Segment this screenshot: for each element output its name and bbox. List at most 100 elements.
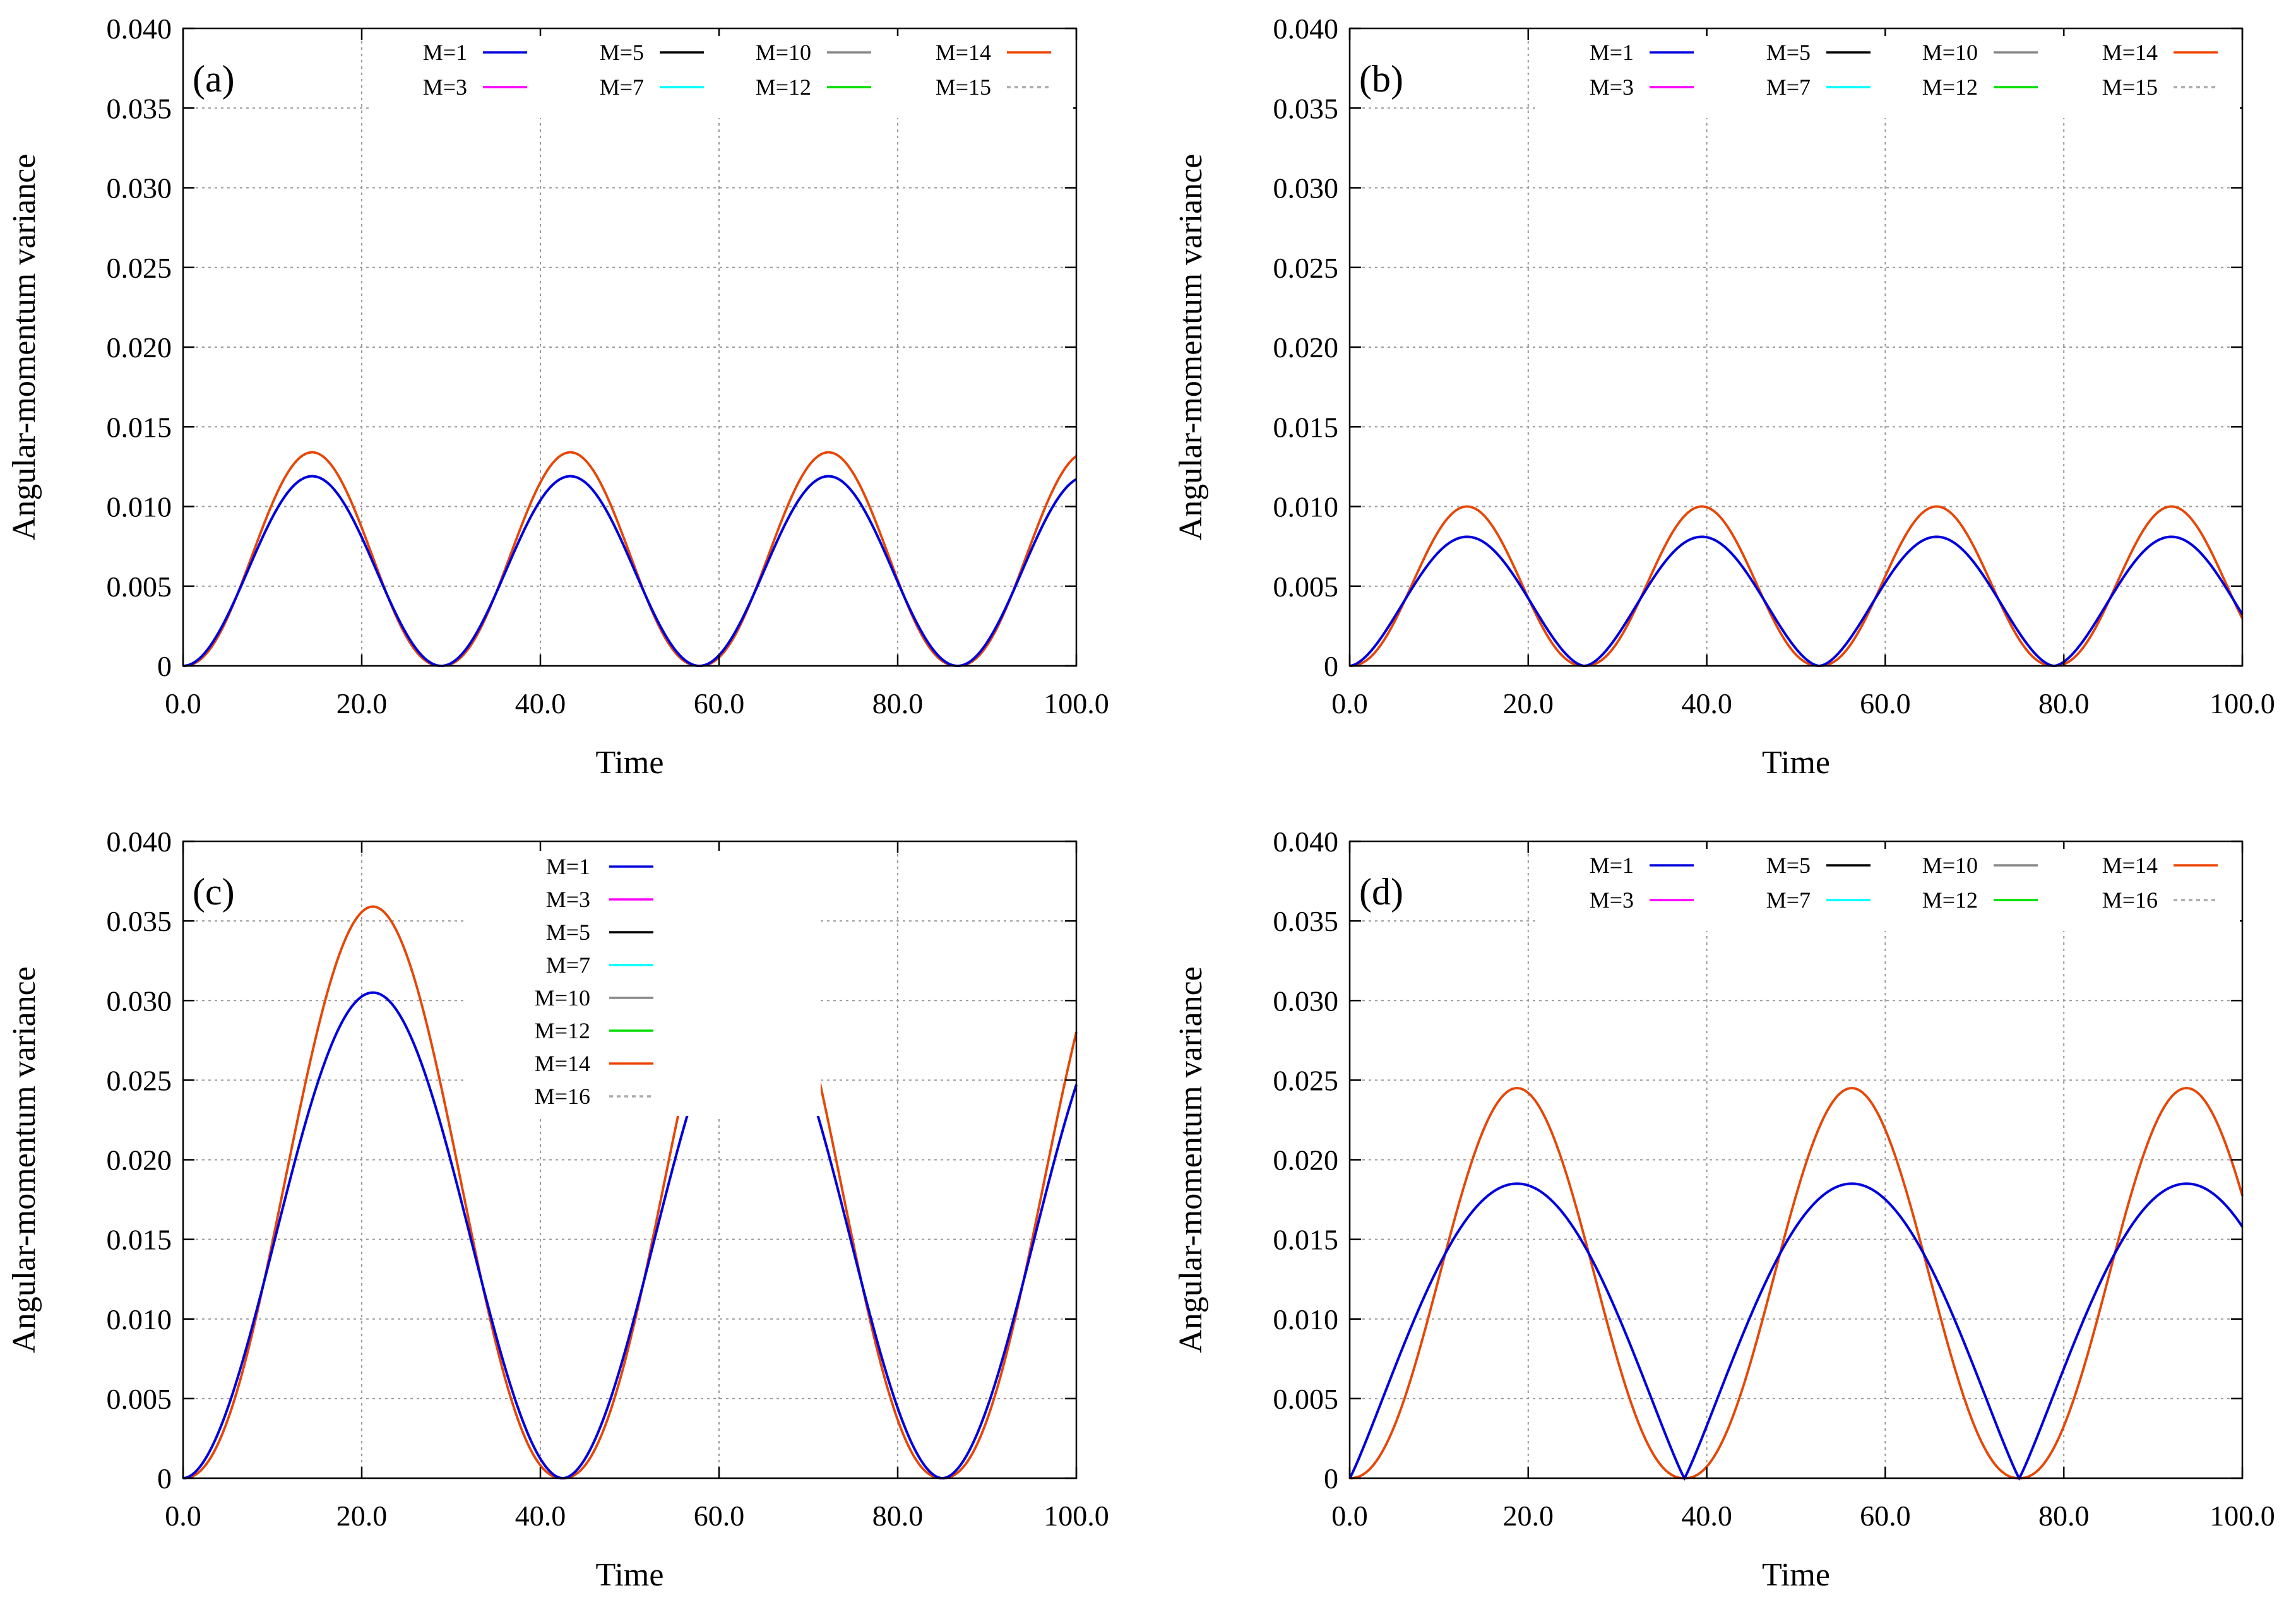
x-tick-label: 0.0 (1331, 1500, 1368, 1532)
y-tick-label: 0.020 (1273, 1144, 1339, 1176)
y-tick-label: 0 (157, 650, 172, 682)
x-tick-label: 20.0 (336, 687, 388, 720)
panel-label: (a) (193, 58, 235, 100)
x-tick-label: 40.0 (1681, 1500, 1732, 1532)
x-tick-label: 40.0 (515, 687, 566, 720)
x-tick-label: 60.0 (1860, 1500, 1911, 1532)
y-tick-label: 0.025 (107, 252, 172, 284)
y-axis-title: Angular-momentum variance (1173, 966, 1209, 1353)
y-tick-label: 0.040 (107, 826, 172, 858)
legend-label: M=3 (1590, 887, 1634, 913)
legend-label: M=7 (600, 74, 644, 100)
y-tick-label: 0.015 (1273, 411, 1339, 443)
legend-label: M=3 (546, 887, 590, 912)
x-tick-label: 60.0 (694, 687, 745, 720)
chart-panel-c: 0.0 20.0 40.0 60.0 80.0 100.0 0 0.005 0.010 0.015… (6, 826, 1109, 1593)
panel-label: (c) (193, 871, 235, 913)
legend-label: M=15 (936, 74, 991, 100)
legend-label: M=15 (2102, 74, 2158, 100)
series-line-m10 (1349, 1087, 2244, 1479)
x-tick-label: 0.0 (1331, 687, 1368, 720)
y-tick-label: 0.005 (107, 1383, 172, 1415)
y-tick-label: 0.010 (107, 491, 172, 523)
y-tick-label: 0 (1324, 650, 1338, 682)
y-tick-label: 0.025 (107, 1064, 172, 1096)
series-line-m3 (1349, 1087, 2244, 1479)
x-tick-label: 60.0 (694, 1500, 745, 1532)
legend-label: M=10 (1922, 853, 1978, 878)
legend-label: M=7 (1766, 887, 1811, 913)
legend-label: M=3 (423, 74, 467, 100)
x-tick-label: 100.0 (2210, 687, 2275, 720)
legend-label: M=14 (2102, 40, 2158, 65)
legend: M=1 M=3 M=5 M=7 M=10 M=12 M=14 M=16 (1539, 849, 2240, 931)
series-line-m14 (1349, 1087, 2244, 1479)
series-line-m12 (1349, 1087, 2244, 1479)
legend-label: M=1 (1590, 853, 1634, 878)
legend-label: M=1 (1590, 40, 1634, 65)
y-tick-label: 0.030 (107, 172, 172, 204)
x-tick-label: 80.0 (2038, 687, 2090, 720)
series-line-m1 (1349, 535, 2244, 667)
y-tick-label: 0 (157, 1462, 172, 1495)
x-tick-label: 20.0 (1503, 687, 1554, 720)
x-tick-label: 100.0 (1044, 687, 1109, 720)
series-line-m14-top (182, 451, 1078, 667)
y-tick-label: 0.005 (107, 571, 172, 603)
panel-label: (b) (1359, 58, 1403, 100)
legend-background (372, 36, 1073, 118)
chart-panel-b: 0.0 20.0 40.0 60.0 80.0 100.0 0 0.005 0.010 0.015… (1173, 13, 2275, 781)
x-axis-title: Time (1762, 745, 1830, 781)
y-tick-label: 0.010 (107, 1303, 172, 1336)
x-axis-title: Time (596, 745, 664, 781)
legend-label: M=14 (2102, 853, 2158, 878)
x-tick-label: 40.0 (1681, 687, 1732, 720)
chart-panel-a: 0.0 20.0 40.0 60.0 80.0 100.0 0 0.005 0.010 0.015… (6, 13, 1109, 781)
x-axis-title: Time (1762, 1557, 1830, 1593)
legend-label: M=12 (535, 1018, 590, 1043)
y-axis-title: Angular-momentum variance (6, 966, 42, 1353)
y-tick-label: 0.020 (107, 1144, 172, 1176)
legend-label: M=10 (535, 985, 590, 1010)
legend-label: M=12 (1922, 887, 1978, 913)
y-tick-label: 0.040 (1273, 13, 1339, 45)
x-axis-title: Time (596, 1557, 664, 1593)
legend-label: M=10 (1922, 40, 1978, 65)
series-line-m1 (182, 991, 1078, 1480)
y-tick-label: 0.025 (1273, 1064, 1339, 1096)
x-tick-label: 0.0 (165, 1500, 201, 1532)
legend-label: M=7 (1766, 74, 1811, 100)
y-tick-label: 0.035 (107, 92, 172, 124)
y-tick-label: 0.020 (107, 331, 172, 364)
y-tick-label: 0.035 (1273, 905, 1339, 937)
y-tick-label: 0.015 (107, 411, 172, 443)
legend-background (467, 851, 821, 1116)
x-tick-label: 20.0 (1503, 1500, 1554, 1532)
y-tick-label: 0.025 (1273, 252, 1339, 284)
x-tick-label: 80.0 (2038, 1500, 2090, 1532)
series-line-m1 (182, 475, 1078, 668)
legend: M=1 M=3 M=5 M=7 M=10 M=12 M=14 M=16 (467, 851, 821, 1116)
y-tick-label: 0.035 (107, 905, 172, 937)
x-tick-label: 60.0 (1860, 687, 1911, 720)
y-tick-label: 0.030 (1273, 985, 1339, 1017)
y-tick-label: 0.015 (1273, 1224, 1339, 1256)
y-tick-label: 0.010 (1273, 1303, 1339, 1336)
y-tick-label: 0.040 (107, 13, 172, 45)
series-line-m1 (1348, 1182, 2244, 1481)
x-tick-label: 100.0 (1044, 1500, 1109, 1532)
y-tick-label: 0.030 (107, 985, 172, 1017)
series-line-m16 (1349, 1087, 2244, 1479)
y-tick-label: 0.040 (1273, 826, 1339, 858)
series-line-m14-top (1349, 505, 2244, 667)
x-tick-label: 100.0 (2210, 1500, 2275, 1532)
y-tick-label: 0.010 (1273, 491, 1339, 523)
y-tick-label: 0.020 (1273, 331, 1339, 364)
legend-label: M=10 (756, 40, 811, 65)
legend-label: M=14 (535, 1051, 590, 1076)
y-tick-label: 0.015 (107, 1224, 172, 1256)
y-tick-label: 0.035 (1273, 92, 1339, 124)
y-axis-title: Angular-momentum variance (6, 154, 42, 541)
legend: M=1 M=3 M=5 M=7 M=10 M=12 M=14 M=15 (1539, 36, 2240, 118)
